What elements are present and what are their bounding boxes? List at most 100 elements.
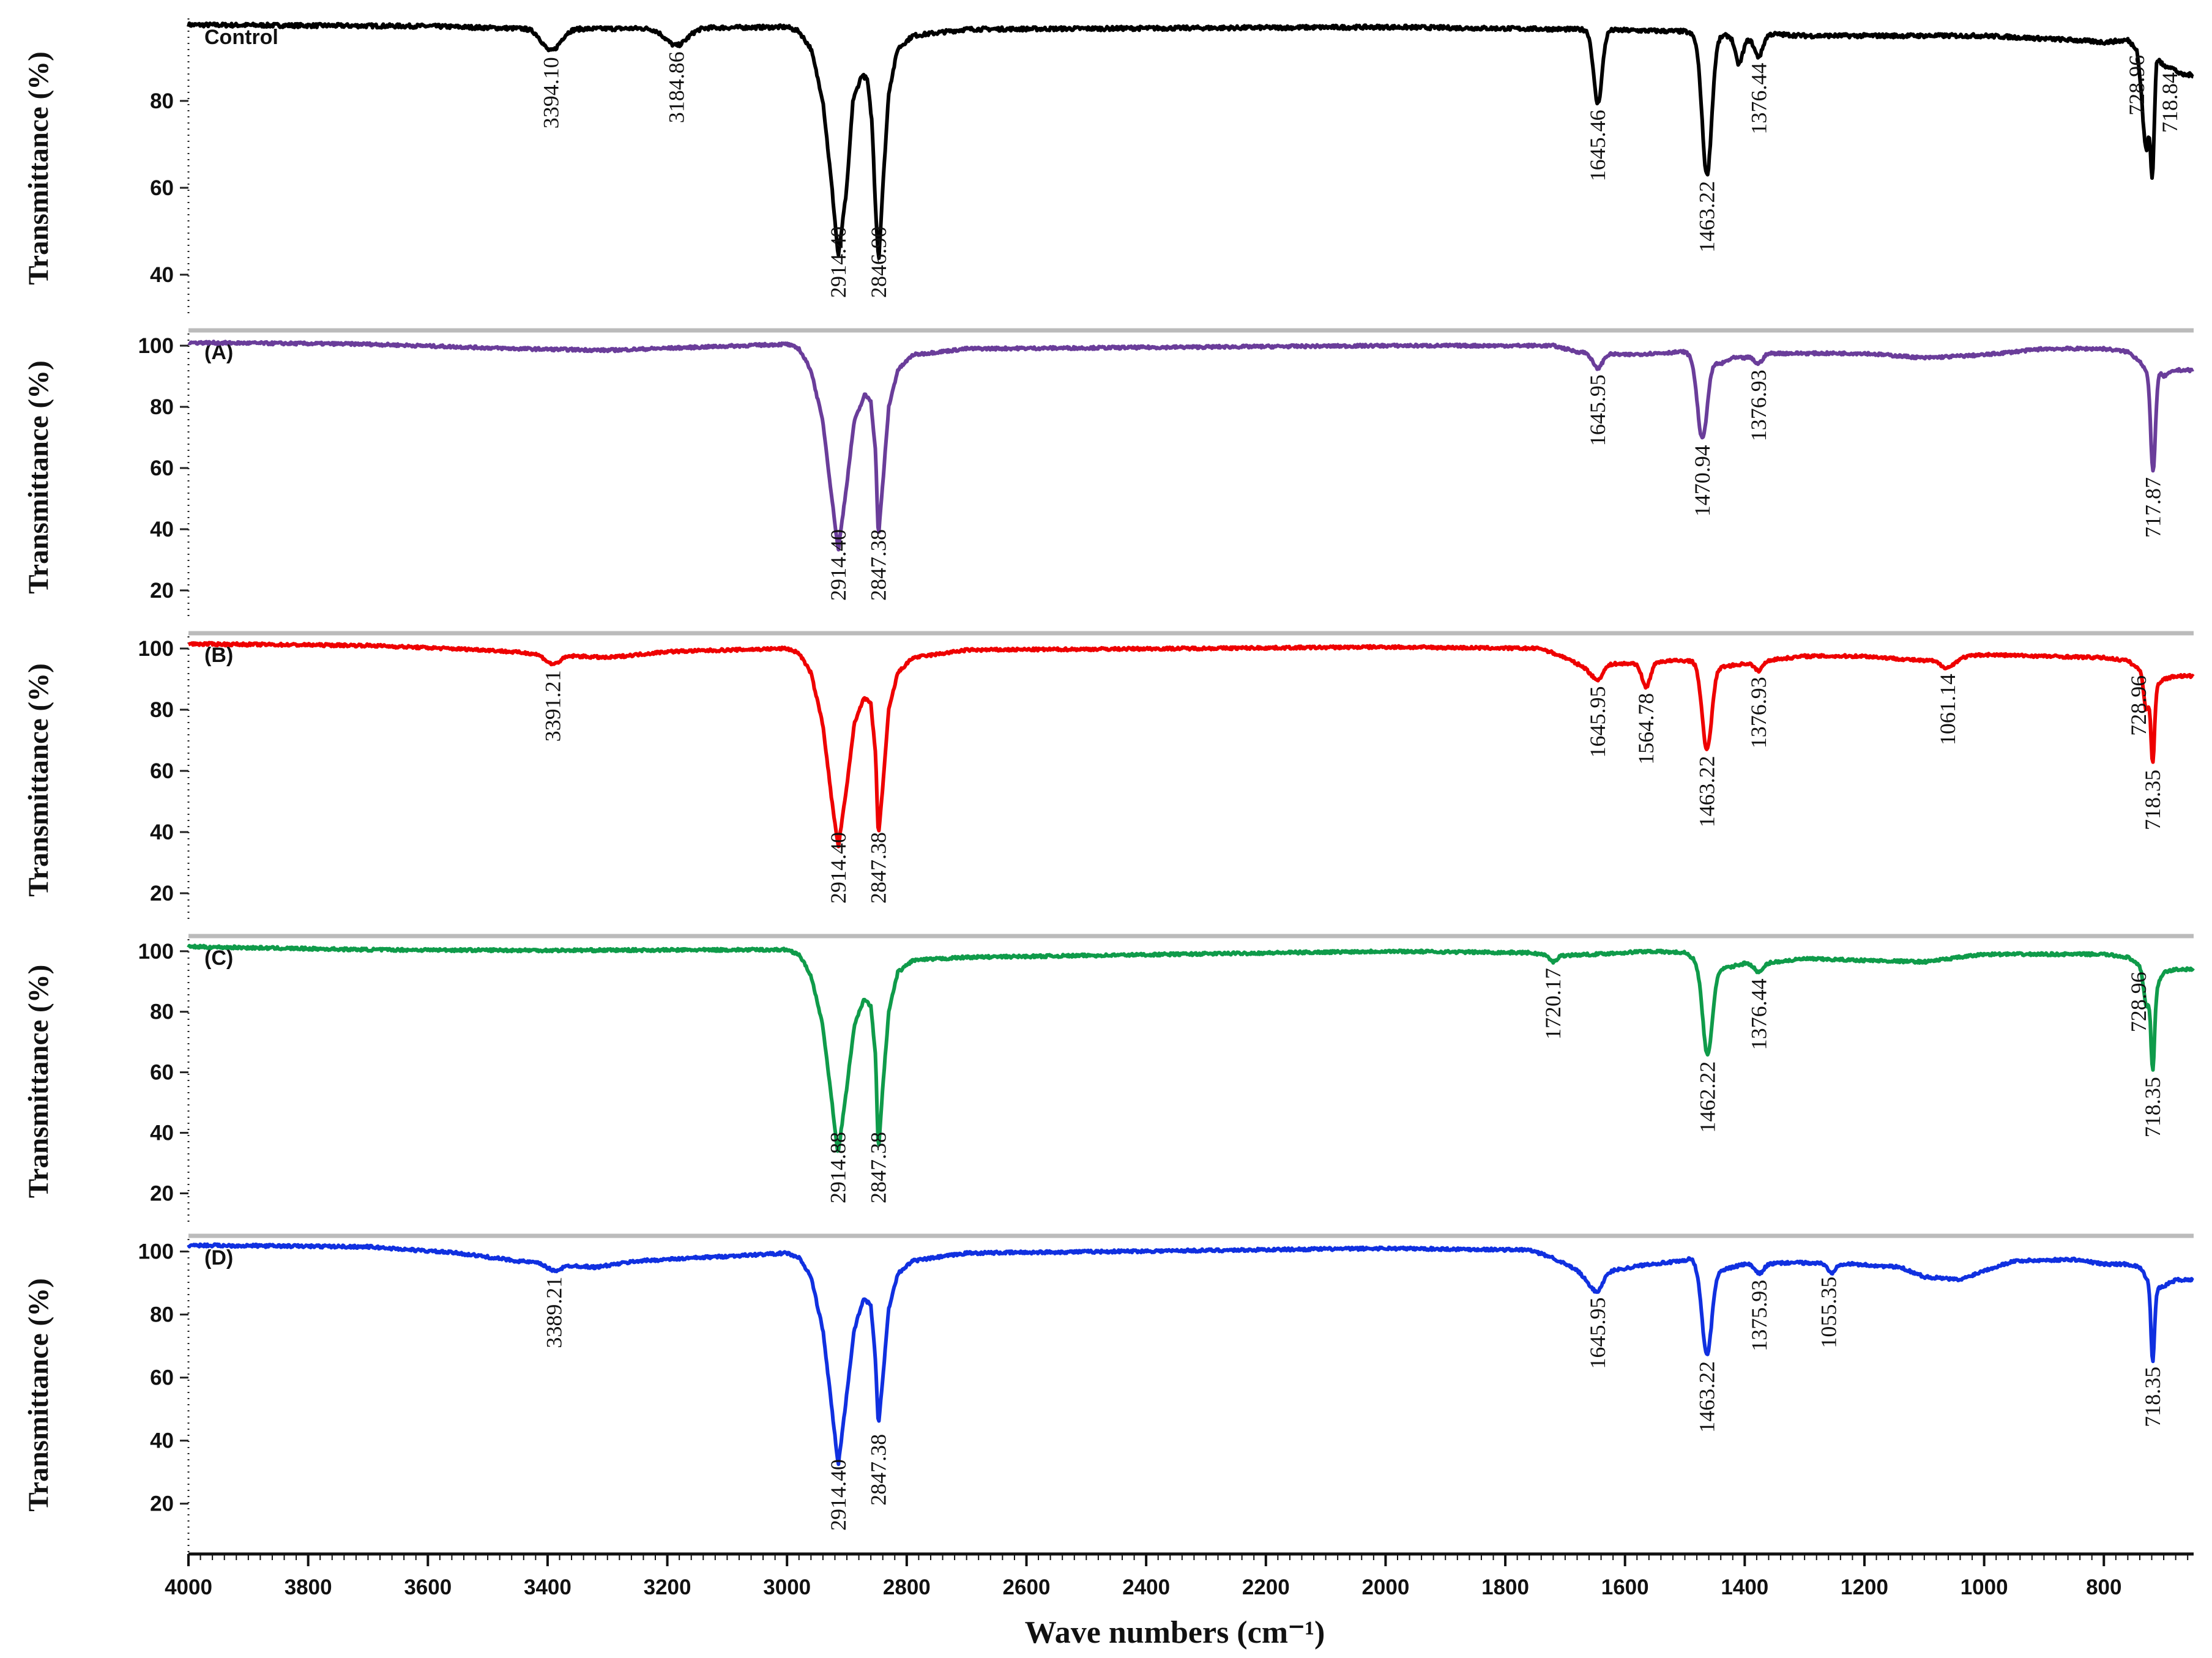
x-tick-label: 2000	[1361, 1575, 1409, 1599]
x-tick-label: 1600	[1601, 1575, 1649, 1599]
peak-label: 728.96	[2126, 972, 2151, 1032]
peak-label: 1463.22	[1695, 181, 1719, 253]
peak-label: 1055.35	[1816, 1277, 1841, 1348]
x-tick-label: 1400	[1721, 1575, 1768, 1599]
x-tick-label: 4000	[165, 1575, 212, 1599]
peak-label: 1720.17	[1541, 968, 1565, 1039]
y-tick-label: 60	[150, 1061, 174, 1085]
y-tick-label: 100	[138, 334, 174, 358]
y-tick-label: 20	[150, 882, 174, 905]
y-tick-label: 40	[150, 518, 174, 541]
peak-label: 1645.95	[1585, 1298, 1610, 1369]
y-tick-label: 40	[150, 820, 174, 844]
peak-label: 2847.38	[866, 1132, 891, 1203]
x-tick-label: 3200	[644, 1575, 691, 1599]
x-tick-label: 1000	[1961, 1575, 2008, 1599]
peak-label: 2914.88	[826, 1132, 851, 1203]
x-tick-label: 1800	[1481, 1575, 1529, 1599]
y-axis-title: Transmittance (%)	[23, 51, 54, 285]
panel-label: (C)	[204, 946, 233, 970]
spectrum-line	[187, 943, 2195, 1153]
y-tick-label: 100	[138, 940, 174, 964]
panel-label: (B)	[204, 644, 233, 667]
x-axis-title: Wave numbers (cm⁻¹)	[1025, 1615, 1325, 1650]
y-tick-label: 60	[150, 759, 174, 783]
peak-label: 1463.22	[1695, 756, 1719, 827]
y-tick-label: 100	[138, 637, 174, 661]
panel-b: 20 40 60 80 100 Transmittance (%) (B) 3391.21 29…	[23, 631, 2195, 924]
panel-c: 20 40 60 80 100 Transmittance (%) (C) 2914.88 28…	[23, 934, 2195, 1224]
x-tick-label: 2400	[1122, 1575, 1170, 1599]
peak-label: 1376.44	[1746, 978, 1771, 1050]
spectrum-line	[187, 1242, 2194, 1467]
y-tick-label: 20	[150, 1182, 174, 1206]
peak-label: 1376.44	[1746, 63, 1771, 135]
y-axis-title: Transmittance (%)	[23, 965, 54, 1199]
x-tick-label: 3800	[285, 1575, 332, 1599]
x-tick-label: 2600	[1003, 1575, 1051, 1599]
peak-label: 1462.22	[1696, 1061, 1720, 1133]
panel-label: (D)	[204, 1246, 233, 1270]
peak-label: 728.96	[2126, 675, 2151, 736]
spectrum-line	[187, 641, 2195, 849]
peak-label: 2914.40	[826, 226, 851, 298]
y-tick-label: 20	[150, 579, 174, 603]
x-tick-label: 2200	[1242, 1575, 1290, 1599]
peak-label: 2914.40	[826, 1459, 851, 1531]
x-tick-label: 3600	[404, 1575, 452, 1599]
panel-d: 20 40 60 80 100 Transmittance (%) (D) 3389.21 29…	[23, 1233, 2194, 1551]
spectrum-line	[187, 340, 2194, 552]
peak-label: 1061.14	[1935, 674, 1960, 745]
peak-label: 728.96	[2124, 55, 2149, 116]
y-tick-label: 60	[150, 1366, 174, 1390]
y-axis-title: Transmittance (%)	[23, 1278, 54, 1512]
peak-label: 718.84	[2158, 72, 2182, 133]
y-tick-label: 40	[150, 263, 174, 287]
y-tick-label: 80	[150, 1000, 174, 1024]
panel-control: 40 60 80 Transmittance (%) Control 3394.10 318…	[23, 18, 2194, 318]
peak-label: 2846.90	[866, 226, 891, 298]
peak-label: 1375.93	[1747, 1280, 1771, 1351]
y-tick-label: 80	[150, 395, 174, 419]
peak-label: 2847.38	[866, 529, 891, 601]
panels-layer: 40 60 80 Transmittance (%) Control 3394.10 318…	[23, 18, 2195, 1554]
peak-label: 1645.95	[1585, 374, 1610, 446]
panel-label: Control	[204, 26, 278, 49]
peak-label: 718.35	[2140, 1367, 2165, 1427]
y-tick-label: 80	[150, 1303, 174, 1327]
peak-label: 1645.95	[1585, 686, 1610, 758]
y-tick-label: 80	[150, 89, 174, 113]
peak-label: 1463.22	[1695, 1361, 1719, 1433]
y-tick-label: 80	[150, 698, 174, 722]
x-tick-label: 2800	[883, 1575, 931, 1599]
y-tick-label: 100	[138, 1240, 174, 1264]
x-tick-label: 800	[2086, 1575, 2121, 1599]
x-axis: 4000 3800 3600 3400 3200 3000 2800 2600 2400 2200…	[165, 1552, 2194, 1599]
y-axis-title: Transmittance (%)	[23, 663, 54, 897]
peak-label: 1376.93	[1746, 370, 1771, 441]
spectrum-line	[187, 21, 2194, 260]
peak-label: 3184.86	[664, 51, 688, 123]
peak-label: 2847.38	[866, 832, 891, 904]
peak-label: 1376.93	[1746, 677, 1771, 748]
x-tick-label: 3000	[763, 1575, 811, 1599]
y-tick-label: 60	[150, 456, 174, 480]
peak-label: 2914.40	[826, 832, 851, 904]
y-tick-label: 60	[150, 176, 174, 200]
peak-label: 718.35	[2140, 770, 2165, 830]
peak-label: 1564.78	[1634, 693, 1658, 765]
peak-label: 3394.10	[539, 57, 564, 128]
y-axis-title: Transmittance (%)	[23, 360, 54, 594]
peak-label: 3391.21	[541, 670, 565, 742]
peak-label: 717.87	[2141, 477, 2165, 538]
y-tick-label: 20	[150, 1492, 174, 1516]
peak-label: 1645.46	[1585, 110, 1610, 181]
peak-label: 2914.40	[826, 529, 851, 601]
x-tick-label: 1200	[1841, 1575, 1888, 1599]
peak-label: 1470.94	[1690, 445, 1715, 516]
peak-label: 2847.38	[866, 1434, 891, 1506]
peak-label: 718.35	[2140, 1077, 2165, 1137]
